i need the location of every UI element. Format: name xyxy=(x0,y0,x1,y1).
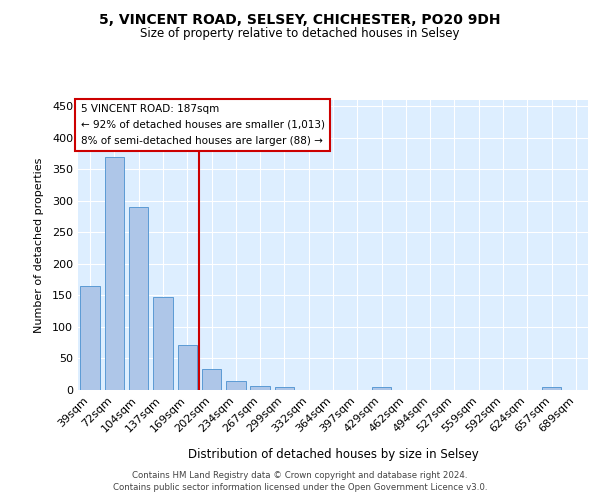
Bar xyxy=(129,207,148,390)
Bar xyxy=(80,286,100,390)
Text: 5, VINCENT ROAD, SELSEY, CHICHESTER, PO20 9DH: 5, VINCENT ROAD, SELSEY, CHICHESTER, PO2… xyxy=(99,12,501,26)
Bar xyxy=(226,380,245,390)
Text: 5 VINCENT ROAD: 187sqm
← 92% of detached houses are smaller (1,013)
8% of semi-d: 5 VINCENT ROAD: 187sqm ← 92% of detached… xyxy=(80,104,325,146)
Bar xyxy=(202,369,221,390)
X-axis label: Distribution of detached houses by size in Selsey: Distribution of detached houses by size … xyxy=(188,448,478,460)
Bar xyxy=(250,386,270,390)
Bar xyxy=(105,156,124,390)
Bar xyxy=(542,388,561,390)
Bar xyxy=(372,388,391,390)
Y-axis label: Number of detached properties: Number of detached properties xyxy=(34,158,44,332)
Bar xyxy=(153,296,173,390)
Bar xyxy=(275,387,294,390)
Text: Size of property relative to detached houses in Selsey: Size of property relative to detached ho… xyxy=(140,28,460,40)
Bar xyxy=(178,344,197,390)
Text: Contains HM Land Registry data © Crown copyright and database right 2024.
Contai: Contains HM Land Registry data © Crown c… xyxy=(113,471,487,492)
